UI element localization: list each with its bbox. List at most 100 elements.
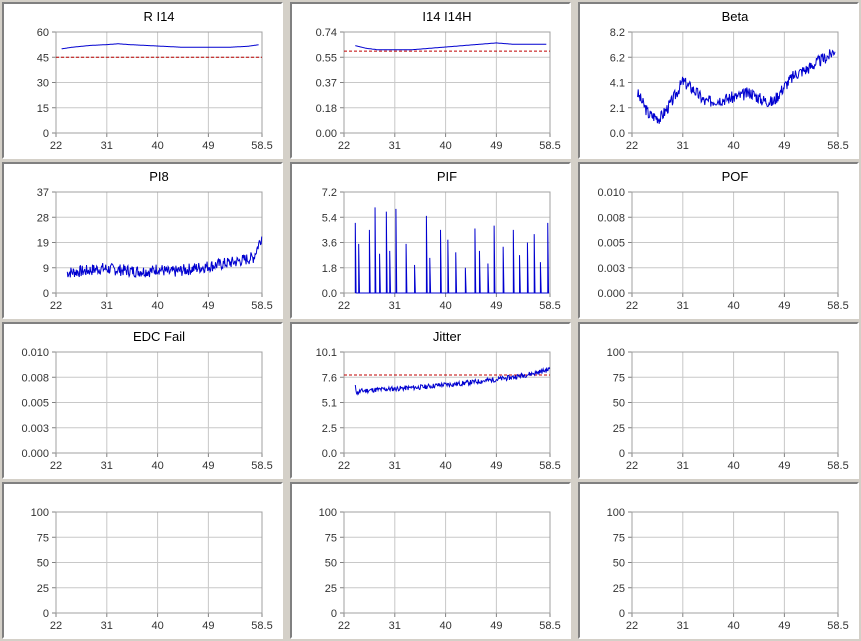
chart-title: Jitter [433,329,462,344]
chart-panel: 0 25 50 75 100 22 31 40 49 58.5 [578,482,859,639]
chart-svg: EDC Fail 0.000 0.003 0.005 0.008 0.010 22 31 40 4… [21,329,272,472]
chart-svg: R I14 0 15 30 45 60 22 31 40 49 58.5 [37,9,273,152]
y-tick-label: 0 [331,608,337,620]
chart-title: EDC Fail [133,329,185,344]
chart-title: Beta [722,9,750,24]
x-tick-label: 22 [626,300,638,312]
x-tick-label: 40 [727,460,739,472]
chart-svg: I14 I14H 0.00 0.18 0.37 0.55 0.74 22 31 40 49 58.5 [316,9,561,152]
chart-svg: PI8 0 9 19 28 37 22 31 40 49 58.5 [37,169,273,312]
x-tick-label: 22 [338,620,350,632]
x-tick-label: 58.5 [539,620,560,632]
y-tick-label: 0.008 [597,212,625,224]
y-tick-label: 10.1 [316,347,337,359]
chart-svg: PIF 0.0 1.8 3.6 5.4 7.2 22 31 40 49 58.5 [322,169,561,312]
series-line [354,207,550,294]
y-tick-label: 0.005 [597,238,625,250]
y-tick-label: 0.00 [316,128,337,140]
x-tick-label: 31 [101,620,113,632]
chart-title: I14 I14H [422,9,471,24]
chart-panel: PIF 0.0 1.8 3.6 5.4 7.2 22 31 40 49 58.5 [290,162,571,319]
chart-panel: PI8 0 9 19 28 37 22 31 40 49 58.5 [2,162,283,319]
series-line [66,236,263,279]
x-tick-label: 49 [490,140,502,152]
x-tick-label: 40 [727,140,739,152]
x-tick-label: 49 [778,460,790,472]
x-tick-label: 40 [439,140,451,152]
x-tick-label: 58.5 [251,140,272,152]
plot-frame [55,31,263,134]
chart-panel: POF 0.000 0.003 0.005 0.008 0.010 22 31 40 49 58.5 [578,162,859,319]
plot-frame [55,351,263,454]
y-tick-label: 1.8 [322,263,337,275]
chart-svg: 0 25 50 75 100 22 31 40 49 58.5 [607,347,849,472]
x-tick-label: 40 [151,460,163,472]
x-tick-label: 31 [389,300,401,312]
y-tick-label: 4.1 [610,78,625,90]
y-tick-label: 0 [619,608,625,620]
chart-panel: I14 I14H 0.00 0.18 0.37 0.55 0.74 22 31 40 49 58.5 [290,2,571,159]
chart-panel: 0 25 50 75 100 22 31 40 49 58.5 [2,482,283,639]
y-tick-label: 15 [37,103,49,115]
y-tick-label: 75 [613,532,625,544]
x-tick-label: 40 [439,460,451,472]
chart-panel: 0 25 50 75 100 22 31 40 49 58.5 [290,482,571,639]
y-tick-label: 25 [613,423,625,435]
y-tick-label: 75 [37,532,49,544]
x-tick-label: 58.5 [827,300,848,312]
x-tick-label: 22 [626,140,638,152]
chart-title: PIF [437,169,457,184]
x-tick-label: 49 [490,460,502,472]
x-tick-label: 31 [677,300,689,312]
y-tick-label: 75 [613,372,625,384]
chart-svg: 0 25 50 75 100 22 31 40 49 58.5 [31,507,273,632]
x-tick-label: 58.5 [251,620,272,632]
y-tick-label: 37 [37,187,49,199]
x-tick-label: 49 [202,300,214,312]
y-tick-label: 100 [31,507,49,519]
y-tick-label: 0.37 [316,78,337,90]
plot-frame [55,191,263,294]
plot-frame [343,351,551,454]
x-tick-label: 49 [778,620,790,632]
x-tick-label: 58.5 [251,300,272,312]
x-tick-label: 31 [677,460,689,472]
x-tick-label: 40 [439,300,451,312]
y-tick-label: 5.4 [322,212,337,224]
x-tick-label: 22 [338,300,350,312]
y-tick-label: 0 [619,448,625,460]
series-line [354,366,551,396]
y-tick-label: 28 [37,212,49,224]
x-tick-label: 22 [338,460,350,472]
x-tick-label: 40 [151,300,163,312]
y-tick-label: 60 [37,27,49,39]
y-tick-label: 19 [37,238,49,250]
x-tick-label: 40 [727,300,739,312]
y-tick-label: 0.008 [21,372,49,384]
y-tick-label: 7.2 [322,187,337,199]
y-tick-label: 0.003 [21,423,49,435]
x-tick-label: 31 [677,620,689,632]
x-tick-label: 49 [490,620,502,632]
y-tick-label: 0.18 [316,103,337,115]
y-tick-label: 7.6 [322,372,337,384]
chart-panel: Jitter 0.0 2.5 5.1 7.6 10.1 22 31 40 49 58.5 [290,322,571,479]
y-tick-label: 3.6 [322,238,337,250]
x-tick-label: 40 [151,620,163,632]
y-tick-label: 8.2 [610,27,625,39]
x-tick-label: 31 [101,460,113,472]
y-tick-label: 100 [607,347,625,359]
chart-title: POF [722,169,749,184]
x-tick-label: 31 [101,140,113,152]
series-line [61,43,259,50]
x-tick-label: 49 [778,300,790,312]
series-line [355,42,547,51]
x-tick-label: 22 [626,460,638,472]
x-tick-label: 22 [50,460,62,472]
y-tick-label: 5.1 [322,398,337,410]
y-tick-label: 2.5 [322,423,337,435]
plot-frame [631,191,839,294]
y-tick-label: 6.2 [610,52,625,64]
y-tick-label: 0 [43,608,49,620]
